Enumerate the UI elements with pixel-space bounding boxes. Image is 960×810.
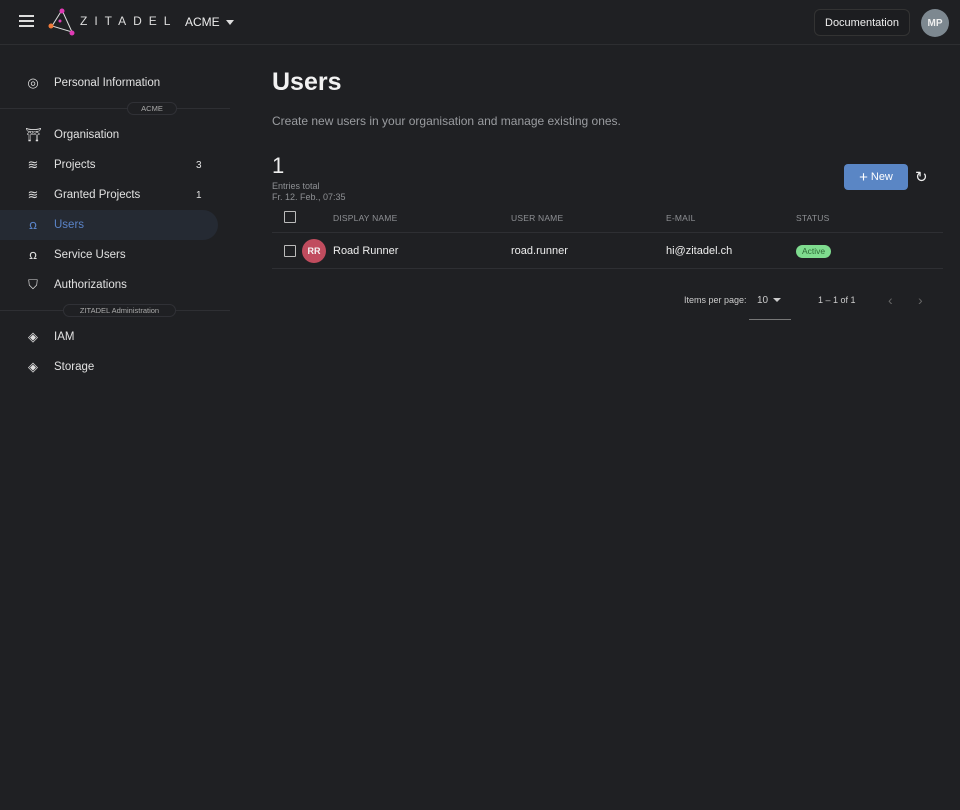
sidebar-item-service-users[interactable]: ꭥ Service Users [0, 240, 218, 270]
chevron-down-icon [225, 20, 234, 26]
page-range: 1 – 1 of 1 [818, 295, 856, 305]
refresh-icon[interactable]: ↻ [915, 169, 928, 186]
brand-name: ZITADEL [80, 14, 178, 28]
shield-icon: ⛉ [28, 277, 38, 292]
plus-icon: + [859, 168, 868, 186]
section-label-org: ACME [127, 102, 177, 115]
sidebar-item-authorizations[interactable]: ⛉ Authorizations [0, 270, 218, 300]
users-icon: ꭥ [29, 217, 37, 232]
org-name: ACME [185, 15, 220, 29]
documentation-button[interactable]: Documentation [814, 9, 910, 36]
page-size-value: 10 [757, 295, 769, 306]
items-per-page-label: Items per page: [684, 295, 747, 305]
sidebar-item-projects[interactable]: ≋ Projects 3 [0, 150, 218, 180]
building-icon: ⛩ [25, 127, 42, 142]
projects-count: 3 [196, 159, 202, 171]
entries-total-label: Entries total [272, 181, 320, 191]
status-badge: Active [796, 245, 832, 258]
sidebar-item-storage[interactable]: ◈ Storage [0, 352, 218, 382]
row-checkbox[interactable] [284, 245, 296, 257]
sidebar-item-iam[interactable]: ◈ IAM [0, 322, 218, 352]
sidebar-item-organisation[interactable]: ⛩ Organisation [25, 127, 120, 142]
new-user-button[interactable]: + New [844, 164, 908, 190]
layers-icon: ≋ [27, 157, 39, 172]
section-label-admin: ZITADEL Administration [63, 304, 176, 317]
sidebar-item-granted-projects[interactable]: ≋ Granted Projects 1 [0, 180, 218, 210]
top-bar: ZITADEL ACME Documentation MP [0, 0, 960, 45]
zitadel-logo-icon[interactable] [46, 8, 76, 36]
display-name: Road Runner [333, 245, 399, 257]
granted-projects-count: 1 [196, 189, 202, 201]
page-size-select[interactable] [749, 290, 791, 320]
column-header-status[interactable]: STATUS [796, 213, 830, 223]
diamond-icon: ◈ [28, 359, 38, 374]
user-avatar[interactable]: MP [921, 9, 949, 37]
chevron-down-icon [773, 298, 781, 302]
divider [272, 268, 943, 269]
layers-icon: ≋ [27, 187, 39, 202]
entries-total-count: 1 [272, 153, 285, 178]
user-circle-icon: ◎ [27, 75, 39, 90]
divider [0, 108, 230, 109]
column-header-display-name[interactable]: DISPLAY NAME [333, 213, 398, 223]
next-page-icon[interactable]: › [918, 292, 923, 308]
hamburger-menu-icon[interactable] [19, 15, 34, 27]
timestamp: Fr. 12. Feb., 07:35 [272, 192, 346, 202]
email: hi@zitadel.ch [666, 245, 733, 257]
org-selector[interactable]: ACME [185, 15, 234, 29]
select-all-checkbox[interactable] [284, 211, 296, 223]
column-header-email[interactable]: E-MAIL [666, 213, 696, 223]
users-gear-icon: ꭥ [29, 247, 37, 262]
avatar: RR [302, 239, 326, 263]
page-description: Create new users in your organisation an… [272, 114, 621, 128]
column-header-user-name[interactable]: USER NAME [511, 213, 564, 223]
diamond-icon: ◈ [28, 329, 38, 344]
sidebar-item-users[interactable]: ꭥ Users [0, 210, 218, 240]
sidebar-item-personal-information[interactable]: ◎ Personal Information [0, 68, 218, 98]
previous-page-icon[interactable]: ‹ [888, 292, 893, 308]
page-title: Users [272, 68, 342, 96]
user-name: road.runner [511, 245, 568, 257]
divider [272, 232, 943, 233]
